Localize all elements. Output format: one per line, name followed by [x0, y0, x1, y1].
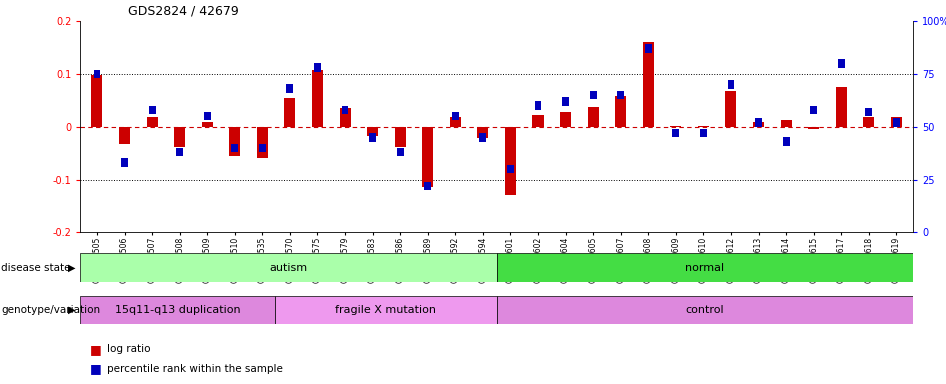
Bar	[753, 122, 764, 127]
Bar	[615, 96, 626, 127]
Bar	[203, 112, 211, 121]
Bar	[452, 112, 459, 121]
Text: 15q11-q13 duplication: 15q11-q13 duplication	[114, 305, 240, 315]
Bar	[673, 129, 679, 137]
Bar	[314, 63, 321, 72]
Text: autism: autism	[270, 263, 307, 273]
Bar	[367, 127, 378, 136]
Bar	[534, 101, 541, 110]
Bar	[422, 127, 433, 187]
Bar	[810, 106, 817, 114]
Bar	[505, 127, 516, 195]
Bar	[396, 148, 404, 156]
Bar	[92, 75, 102, 127]
Bar	[147, 117, 158, 127]
Text: ▶: ▶	[68, 263, 76, 273]
Bar	[369, 133, 377, 142]
Bar	[94, 70, 100, 78]
Bar	[893, 118, 900, 127]
Bar	[755, 118, 762, 127]
Text: log ratio: log ratio	[107, 344, 150, 354]
Bar	[700, 129, 707, 137]
Bar	[274, 296, 497, 324]
Bar	[480, 133, 486, 142]
Text: ■: ■	[90, 362, 101, 375]
Bar	[671, 126, 681, 127]
Bar	[119, 127, 130, 144]
Text: ▶: ▶	[68, 305, 76, 315]
Bar	[698, 126, 709, 127]
Bar	[838, 59, 845, 68]
Bar	[864, 117, 874, 127]
Bar	[232, 144, 238, 152]
Text: ■: ■	[90, 343, 101, 356]
Bar	[394, 127, 406, 147]
Bar	[285, 98, 295, 127]
Bar	[497, 253, 913, 282]
Bar	[866, 108, 872, 116]
Bar	[340, 108, 351, 127]
Bar	[80, 253, 497, 282]
Bar	[259, 144, 266, 152]
Bar	[617, 91, 624, 99]
Bar	[589, 91, 597, 99]
Bar	[642, 42, 654, 127]
Bar	[287, 84, 293, 93]
Text: percentile rank within the sample: percentile rank within the sample	[107, 364, 283, 374]
Bar	[533, 115, 544, 127]
Bar	[891, 117, 902, 127]
Bar	[808, 127, 819, 129]
Bar	[80, 296, 274, 324]
Bar	[174, 127, 185, 147]
Text: genotype/variation: genotype/variation	[1, 305, 100, 315]
Bar	[587, 107, 599, 127]
Bar	[726, 91, 737, 127]
Text: disease state: disease state	[1, 263, 70, 273]
Bar	[229, 127, 240, 156]
Bar	[201, 122, 213, 127]
Bar	[780, 121, 792, 127]
Text: normal: normal	[685, 263, 725, 273]
Bar	[149, 106, 155, 114]
Bar	[312, 70, 323, 127]
Bar	[782, 137, 790, 146]
Bar	[497, 296, 913, 324]
Bar	[562, 97, 569, 106]
Bar	[449, 117, 461, 127]
Text: GDS2824 / 42679: GDS2824 / 42679	[128, 4, 238, 17]
Text: control: control	[686, 305, 724, 315]
Bar	[560, 112, 571, 127]
Bar	[256, 127, 268, 159]
Bar	[645, 45, 652, 53]
Bar	[176, 148, 184, 156]
Bar	[342, 106, 348, 114]
Text: fragile X mutation: fragile X mutation	[335, 305, 436, 315]
Bar	[425, 182, 431, 190]
Bar	[507, 165, 514, 173]
Bar	[835, 87, 847, 127]
Bar	[727, 80, 734, 89]
Bar	[121, 159, 128, 167]
Bar	[478, 127, 488, 138]
